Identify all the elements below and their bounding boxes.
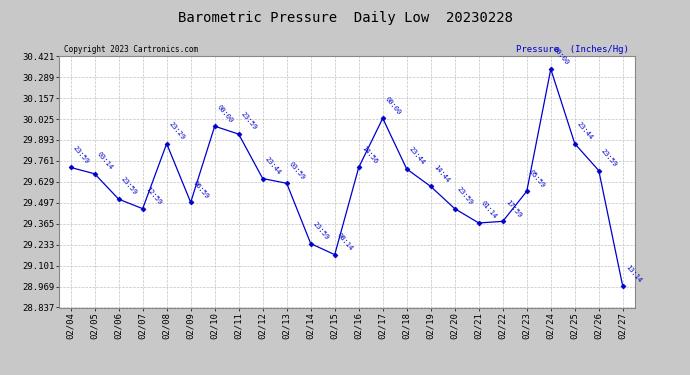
Text: 12:59: 12:59 xyxy=(144,186,162,206)
Text: Copyright 2023 Cartronics.com: Copyright 2023 Cartronics.com xyxy=(64,45,199,54)
Text: 23:59: 23:59 xyxy=(600,148,618,168)
Text: 23:59: 23:59 xyxy=(240,111,258,131)
Text: 01:14: 01:14 xyxy=(480,200,498,220)
Text: 23:29: 23:29 xyxy=(168,121,186,141)
Text: 23:59: 23:59 xyxy=(456,186,475,206)
Text: 00:00: 00:00 xyxy=(384,95,402,116)
Text: 13:14: 13:14 xyxy=(624,264,642,284)
Text: 08:14: 08:14 xyxy=(336,232,355,252)
Text: 00:00: 00:00 xyxy=(552,46,571,66)
Text: 14:56: 14:56 xyxy=(360,144,378,165)
Text: 03:59: 03:59 xyxy=(288,160,306,180)
Text: 05:59: 05:59 xyxy=(528,168,546,189)
Text: 23:44: 23:44 xyxy=(264,156,282,176)
Text: 23:59: 23:59 xyxy=(72,144,90,165)
Text: Barometric Pressure  Daily Low  20230228: Barometric Pressure Daily Low 20230228 xyxy=(177,11,513,25)
Text: 23:59: 23:59 xyxy=(120,176,138,197)
Text: 03:14: 03:14 xyxy=(96,151,115,171)
Text: 00:00: 00:00 xyxy=(216,103,235,123)
Text: 06:59: 06:59 xyxy=(192,179,210,200)
Text: 23:44: 23:44 xyxy=(408,146,426,166)
Text: 14:44: 14:44 xyxy=(432,164,451,184)
Text: 23:44: 23:44 xyxy=(576,121,594,141)
Text: Pressure  (Inches/Hg): Pressure (Inches/Hg) xyxy=(516,45,629,54)
Text: 23:59: 23:59 xyxy=(312,220,331,241)
Text: 17:59: 17:59 xyxy=(504,198,522,219)
